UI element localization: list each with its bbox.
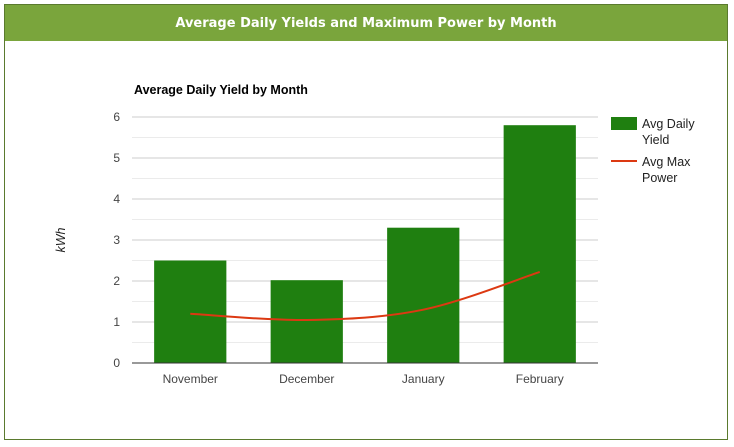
legend-label: Power	[642, 171, 677, 185]
panel-title: Average Daily Yields and Maximum Power b…	[5, 5, 727, 41]
bar	[154, 260, 227, 363]
max-power-line	[190, 271, 541, 321]
y-axis-label: kWh	[54, 227, 68, 252]
max-power-line-path	[190, 271, 541, 321]
chart-title: Average Daily Yield by Month	[134, 83, 308, 97]
legend-label: Avg Daily	[642, 117, 695, 131]
y-tick-label: 3	[113, 233, 120, 247]
y-tick-label: 0	[113, 356, 120, 370]
bar	[270, 280, 343, 363]
y-tick-label: 1	[113, 315, 120, 329]
x-tick-label: December	[279, 372, 334, 386]
y-tick-label: 5	[113, 151, 120, 165]
bar	[503, 125, 576, 363]
bar	[387, 227, 460, 363]
bars	[154, 125, 576, 363]
legend-label: Yield	[642, 133, 669, 147]
legend-swatch-bar	[611, 117, 637, 130]
legend[interactable]: Avg Daily Yield Avg Max Power	[611, 117, 695, 185]
chart-panel: Average Daily Yields and Maximum Power b…	[4, 4, 728, 440]
y-tick-label: 4	[113, 192, 120, 206]
y-tick-label: 2	[113, 274, 120, 288]
legend-label: Avg Max	[642, 155, 691, 169]
axes: 0 1 2 3 4 5 6 November December January February	[113, 110, 598, 386]
x-tick-label: November	[163, 372, 218, 386]
x-tick-label: January	[402, 372, 445, 386]
x-tick-label: February	[516, 372, 564, 386]
y-tick-label: 6	[113, 110, 120, 124]
